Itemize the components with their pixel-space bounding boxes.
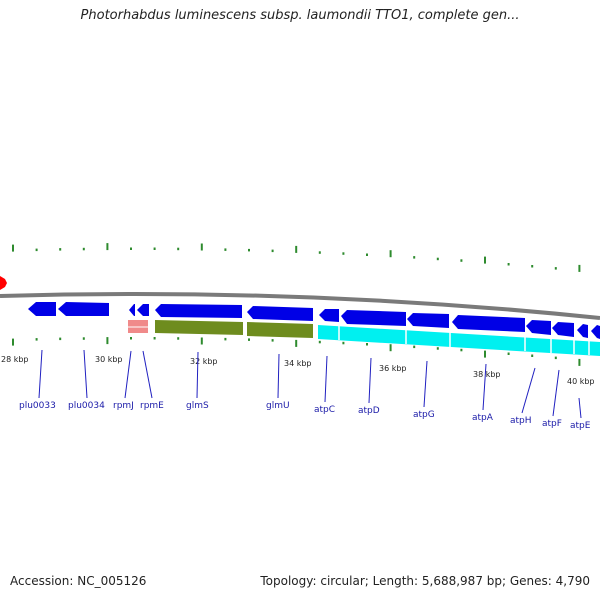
outer-tick-ring — [12, 243, 581, 272]
gene-label-atpD[interactable]: atpD — [358, 406, 380, 416]
gene-label-atpH[interactable]: atpH — [510, 416, 532, 426]
gene-label-atpF[interactable]: atpF — [542, 419, 562, 429]
scale-label: 32 kbp — [190, 357, 218, 366]
map-title: Photorhabdus luminescens subsp. laumondi… — [80, 8, 520, 23]
position-marker[interactable] — [0, 276, 7, 290]
gene-feature-glmS[interactable] — [155, 304, 242, 318]
gene-feature-atpA[interactable] — [452, 315, 525, 332]
gene-label-glmU[interactable]: glmU — [266, 401, 290, 411]
gene-feature-atpH[interactable] — [526, 320, 551, 335]
accession-text: Accession: NC_005126 — [10, 574, 147, 588]
gene-leader-lines — [38, 349, 582, 419]
scale-label: 30 kbp — [95, 355, 123, 364]
gene-label-atpA[interactable]: atpA — [472, 413, 494, 423]
scale-label: 28 kbp — [1, 355, 29, 364]
gene-feature-partial[interactable] — [591, 325, 600, 339]
scale-label: 34 kbp — [284, 359, 312, 368]
gene-feature-atpC[interactable] — [319, 309, 339, 322]
gene-feature-atpG[interactable] — [407, 313, 449, 328]
gene-feature-atpD[interactable] — [341, 310, 406, 326]
gene-feature-plu0033[interactable] — [28, 302, 56, 316]
gene-label-atpG[interactable]: atpG — [413, 410, 435, 420]
gene-label-rpmE[interactable]: rpmE — [140, 401, 164, 411]
gene-feature-plu0034[interactable] — [58, 302, 109, 316]
scale-label: 38 kbp — [473, 370, 501, 379]
gene-label-atpE[interactable]: atpE — [570, 421, 591, 431]
gene-feature-atpF[interactable] — [552, 322, 574, 337]
cog-track — [128, 320, 600, 356]
gene-feature-atpE[interactable] — [577, 324, 588, 338]
gene-label-atpC[interactable]: atpC — [314, 405, 335, 415]
gene-label-rpmJ[interactable]: rpmJ — [113, 401, 134, 411]
gene-feature-glmU[interactable] — [247, 306, 313, 321]
cds-track — [28, 302, 600, 339]
gene-feature-rpmJ[interactable] — [129, 304, 135, 316]
gene-label-plu0034[interactable]: plu0034 — [68, 401, 105, 411]
cog-feature-glmU[interactable] — [247, 322, 313, 338]
gene-label-plu0033[interactable]: plu0033 — [19, 401, 56, 411]
scale-label: 36 kbp — [379, 364, 407, 373]
cog-feature-glmS[interactable] — [155, 320, 243, 335]
genome-backbone — [0, 291, 600, 320]
gene-feature-rpmE[interactable] — [137, 304, 149, 316]
scale-label: 40 kbp — [567, 377, 595, 386]
genome-summary-text: Topology: circular; Length: 5,688,987 bp… — [260, 574, 590, 588]
scale-labels: 28 kbp 30 kbp 32 kbp 34 kbp 36 kbp 38 kb… — [1, 355, 595, 386]
gene-label-glmS[interactable]: glmS — [186, 401, 209, 411]
inner-tick-ring — [12, 337, 581, 366]
cog-feature-atp-operon[interactable] — [318, 325, 600, 356]
gene-labels: plu0033 plu0034 rpmJ rpmE glmS glmU atpC… — [19, 401, 591, 431]
